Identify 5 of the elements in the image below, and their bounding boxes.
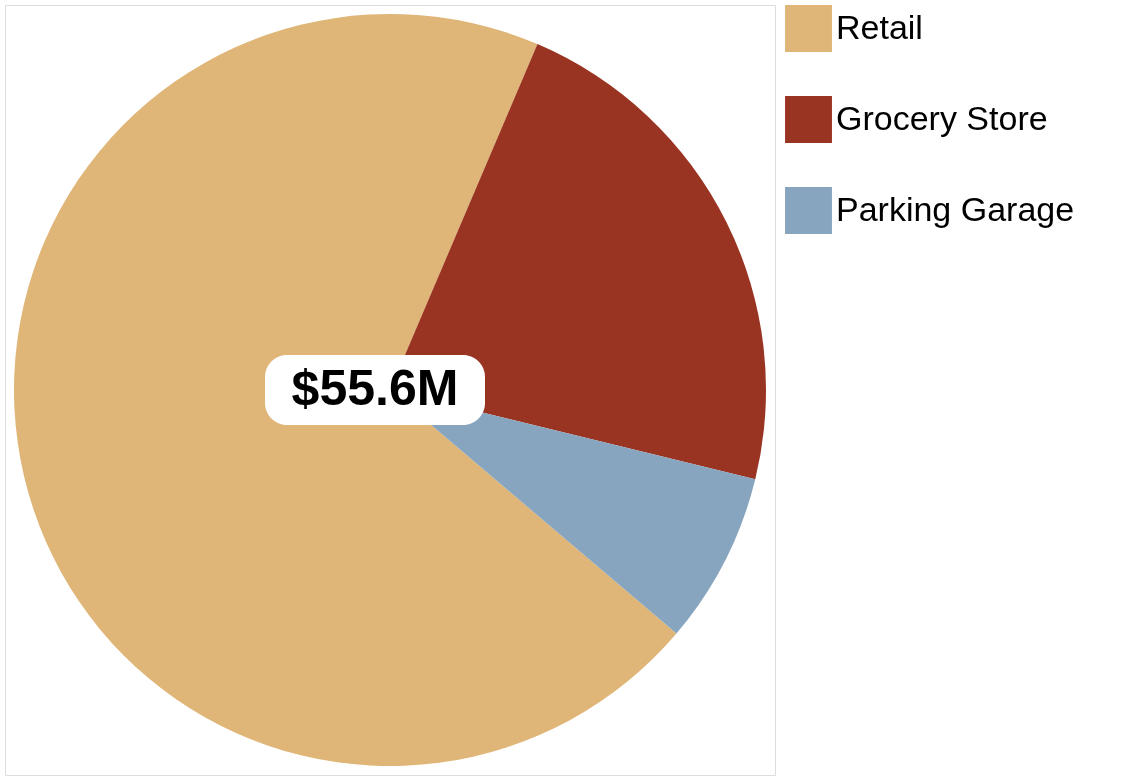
pie-slice xyxy=(14,14,677,766)
text: $55.6M xyxy=(291,360,459,416)
legend-label: Grocery Store xyxy=(836,98,1048,137)
legend-label: Parking Garage xyxy=(836,189,1075,228)
legend-label: Retail xyxy=(836,7,923,46)
